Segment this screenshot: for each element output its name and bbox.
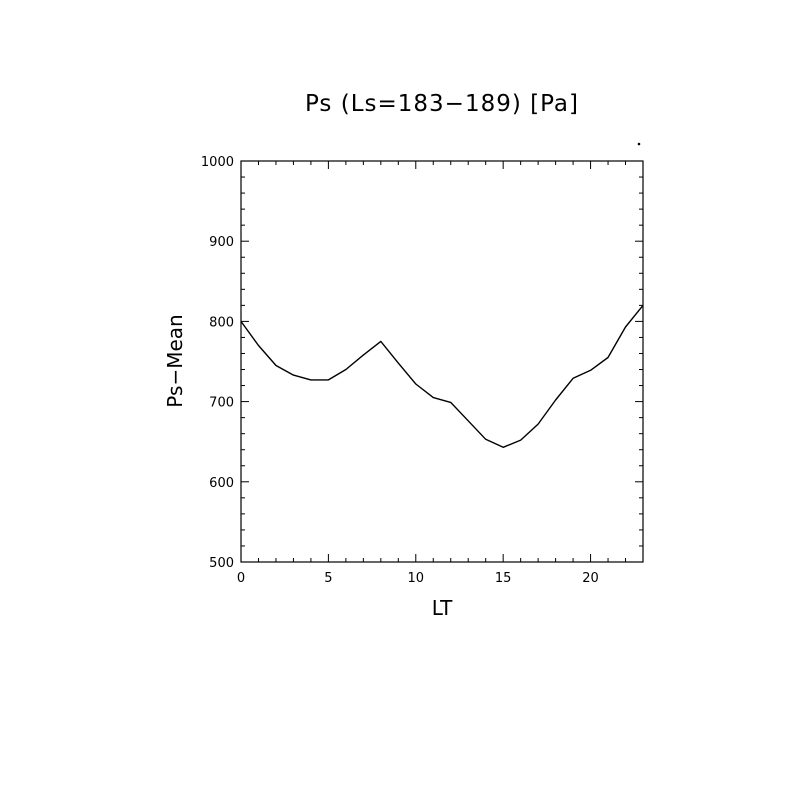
x-axis-label: LT xyxy=(432,596,453,620)
series-line xyxy=(240,304,644,448)
tick-labels: 0 5 10 15 20 500 600 700 800 900 1000 xyxy=(201,155,599,586)
y-tick-label: 800 xyxy=(209,315,234,330)
y-tick-label: 600 xyxy=(209,476,234,491)
y-tick-label: 1000 xyxy=(201,155,234,170)
x-tick-label: 0 xyxy=(237,571,245,586)
chart-title: Ps (Ls=183−189) [Pa] xyxy=(305,91,579,117)
axis-ticks xyxy=(240,160,644,563)
y-tick-label: 500 xyxy=(209,556,234,571)
corner-dot xyxy=(637,142,641,146)
y-axis-label: Ps−Mean xyxy=(163,314,187,407)
series-group xyxy=(240,304,644,448)
x-tick-label: 10 xyxy=(408,571,425,586)
x-tick-label: 20 xyxy=(582,571,599,586)
y-tick-label: 700 xyxy=(209,396,234,411)
plot-frame xyxy=(240,160,644,563)
x-tick-label: 15 xyxy=(495,571,512,586)
x-tick-label: 5 xyxy=(324,571,332,586)
y-tick-label: 900 xyxy=(209,235,234,250)
